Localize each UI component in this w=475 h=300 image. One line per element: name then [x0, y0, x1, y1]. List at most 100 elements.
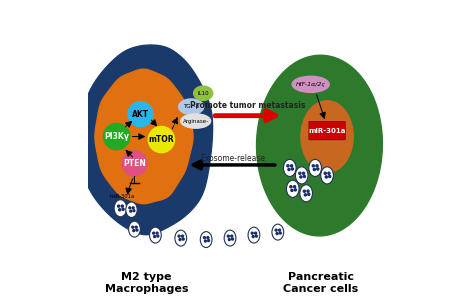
Circle shape — [278, 229, 281, 231]
Ellipse shape — [114, 200, 127, 217]
Text: TGF-β: TGF-β — [183, 104, 199, 109]
Circle shape — [178, 235, 180, 237]
Circle shape — [152, 232, 155, 234]
Circle shape — [303, 176, 305, 178]
Circle shape — [300, 176, 302, 178]
Circle shape — [117, 205, 120, 207]
Circle shape — [303, 172, 304, 174]
Circle shape — [130, 210, 132, 212]
Circle shape — [181, 235, 183, 237]
Circle shape — [279, 232, 281, 234]
Circle shape — [132, 226, 134, 228]
Circle shape — [119, 209, 121, 211]
Circle shape — [156, 232, 158, 234]
Ellipse shape — [248, 227, 260, 243]
Circle shape — [203, 237, 205, 239]
Circle shape — [121, 205, 124, 207]
Ellipse shape — [301, 101, 353, 172]
Ellipse shape — [292, 76, 329, 92]
Circle shape — [294, 186, 295, 188]
Circle shape — [287, 165, 289, 167]
Circle shape — [304, 190, 305, 192]
Circle shape — [252, 236, 254, 238]
Ellipse shape — [150, 227, 161, 243]
Circle shape — [154, 236, 156, 238]
Circle shape — [294, 189, 296, 191]
Ellipse shape — [175, 230, 187, 246]
Polygon shape — [78, 45, 213, 235]
Ellipse shape — [300, 185, 313, 202]
Text: AKT: AKT — [132, 110, 149, 119]
Circle shape — [182, 238, 184, 240]
Circle shape — [288, 168, 290, 170]
Circle shape — [129, 207, 131, 209]
Circle shape — [148, 126, 174, 153]
Circle shape — [204, 240, 207, 242]
Text: PI3Kγ: PI3Kγ — [104, 132, 129, 141]
Circle shape — [157, 235, 159, 237]
Ellipse shape — [284, 159, 296, 176]
Circle shape — [133, 210, 135, 212]
Text: IL10: IL10 — [197, 91, 209, 96]
Text: Promote tumor metastasis: Promote tumor metastasis — [190, 101, 305, 110]
Circle shape — [228, 235, 229, 237]
Circle shape — [317, 168, 319, 170]
Text: HIF-1α/2ς: HIF-1α/2ς — [295, 82, 326, 87]
Circle shape — [314, 168, 315, 170]
Circle shape — [328, 172, 330, 174]
Circle shape — [179, 238, 181, 241]
Circle shape — [122, 151, 147, 176]
Circle shape — [299, 172, 301, 174]
Circle shape — [275, 229, 277, 231]
Circle shape — [251, 232, 253, 234]
Circle shape — [329, 176, 331, 178]
Circle shape — [304, 194, 306, 196]
Circle shape — [290, 186, 292, 188]
Ellipse shape — [224, 230, 236, 246]
Circle shape — [207, 237, 209, 239]
Ellipse shape — [194, 86, 213, 100]
Ellipse shape — [309, 159, 322, 176]
Circle shape — [128, 102, 153, 127]
Circle shape — [231, 235, 233, 237]
Ellipse shape — [321, 167, 333, 184]
Ellipse shape — [295, 167, 308, 184]
Text: PTEN: PTEN — [123, 159, 146, 168]
Circle shape — [132, 207, 134, 209]
Ellipse shape — [126, 202, 137, 218]
Text: Exosome-release: Exosome-release — [200, 154, 265, 163]
Circle shape — [291, 168, 294, 170]
Polygon shape — [256, 55, 382, 236]
Ellipse shape — [272, 224, 284, 240]
Circle shape — [255, 232, 256, 234]
Circle shape — [135, 226, 137, 228]
Ellipse shape — [181, 114, 210, 128]
Text: M2 type
Macrophages: M2 type Macrophages — [104, 272, 188, 294]
Circle shape — [256, 235, 257, 237]
Circle shape — [312, 165, 314, 167]
Text: miR-301a: miR-301a — [308, 128, 346, 134]
Circle shape — [122, 208, 124, 210]
Ellipse shape — [200, 232, 212, 247]
Polygon shape — [95, 69, 193, 204]
Circle shape — [325, 176, 327, 178]
FancyBboxPatch shape — [309, 121, 345, 140]
Text: miR-301a: miR-301a — [110, 194, 135, 199]
Circle shape — [307, 190, 309, 192]
Text: Arginase-: Arginase- — [182, 118, 209, 124]
Circle shape — [308, 193, 310, 195]
Circle shape — [316, 165, 318, 167]
Ellipse shape — [129, 221, 140, 237]
Circle shape — [276, 232, 278, 235]
Text: Pancreatic
Cancer cells: Pancreatic Cancer cells — [284, 272, 359, 294]
Circle shape — [208, 240, 209, 242]
Circle shape — [136, 229, 138, 231]
Circle shape — [291, 189, 293, 191]
Circle shape — [228, 238, 230, 241]
Circle shape — [231, 238, 234, 240]
Ellipse shape — [286, 180, 299, 197]
Circle shape — [104, 123, 130, 150]
Circle shape — [133, 230, 135, 232]
Circle shape — [291, 165, 293, 167]
Text: mTOR: mTOR — [149, 135, 174, 144]
